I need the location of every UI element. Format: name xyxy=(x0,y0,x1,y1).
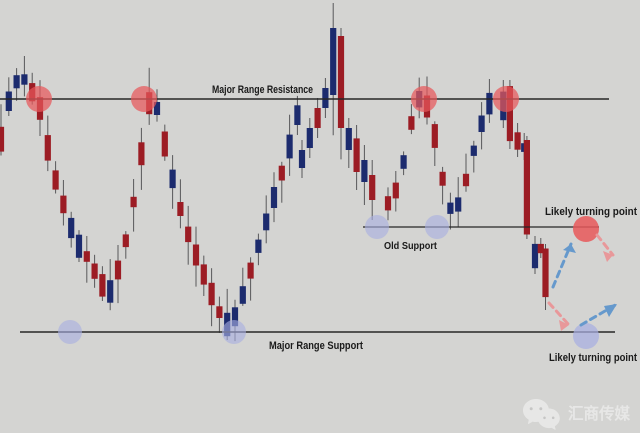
svg-text:Major Range Support: Major Range Support xyxy=(269,340,363,352)
svg-text:Major Range Resistance: Major Range Resistance xyxy=(212,84,313,96)
svg-text:汇商传媒: 汇商传媒 xyxy=(568,404,631,423)
svg-text:Likely turning point: Likely turning point xyxy=(545,206,637,218)
svg-text:Old Support: Old Support xyxy=(384,240,437,252)
svg-text:Likely turning point: Likely turning point xyxy=(549,352,637,364)
